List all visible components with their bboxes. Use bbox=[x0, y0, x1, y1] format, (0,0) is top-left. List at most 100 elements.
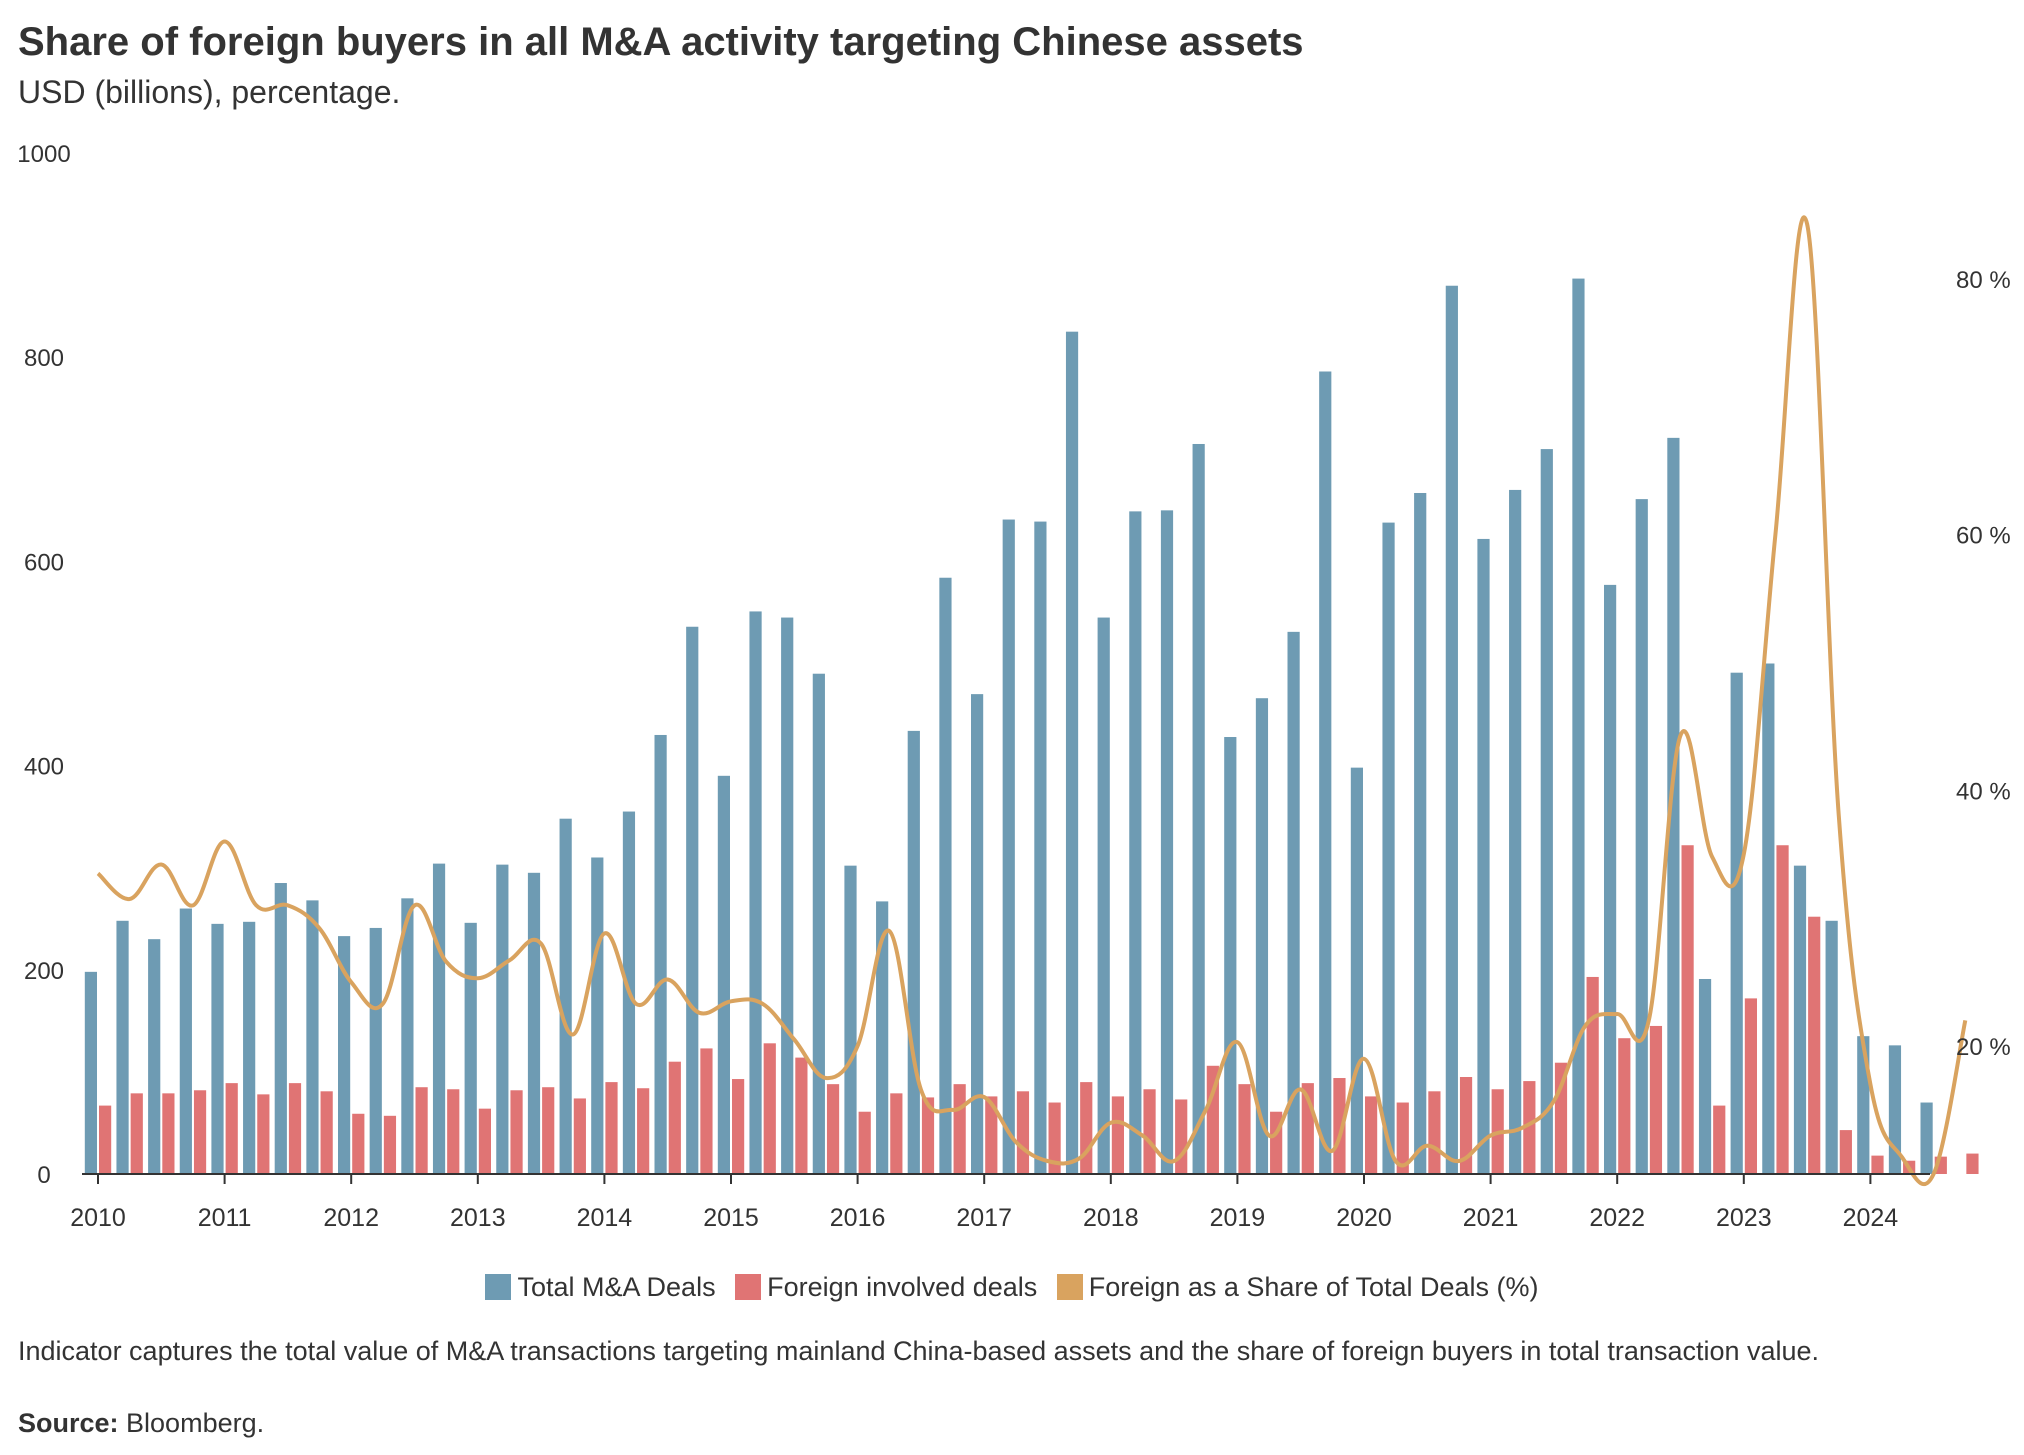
foreign-bar-41 bbox=[1396, 1102, 1409, 1174]
foreign-bar-11 bbox=[447, 1089, 460, 1174]
legend-label-foreign: Foreign involved deals bbox=[767, 1272, 1038, 1302]
x-tick-label: 2012 bbox=[323, 1204, 379, 1232]
foreign-bar-47 bbox=[1586, 976, 1599, 1174]
foreign-bar-16 bbox=[605, 1082, 618, 1174]
total-bar-21 bbox=[749, 611, 762, 1174]
total-bar-48 bbox=[1604, 584, 1617, 1174]
foreign-bar-18 bbox=[668, 1061, 681, 1174]
legend-item-total[interactable]: Total M&A Deals bbox=[485, 1272, 716, 1303]
total-bar-32 bbox=[1097, 617, 1110, 1174]
foreign-bar-29 bbox=[1016, 1091, 1030, 1174]
foreign-bar-15 bbox=[573, 1098, 586, 1174]
total-bar-14 bbox=[527, 872, 541, 1174]
foreign-bar-19 bbox=[700, 1048, 713, 1174]
total-bar-36 bbox=[1224, 737, 1237, 1174]
footnote: Indicator captures the total value of M&… bbox=[18, 1336, 1820, 1366]
y-left-tick-label: 400 bbox=[24, 754, 64, 781]
y-left-tick-label: 600 bbox=[24, 549, 64, 576]
total-bar-33 bbox=[1129, 511, 1142, 1175]
x-tick-label: 2011 bbox=[198, 1204, 252, 1232]
foreign-bar-32 bbox=[1111, 1096, 1124, 1174]
x-tick-label: 2014 bbox=[577, 1204, 633, 1232]
foreign-bar-20 bbox=[732, 1079, 745, 1174]
y-left-tick-label: 800 bbox=[24, 345, 64, 372]
y-right-tick-label: 60 % bbox=[1956, 523, 2011, 550]
x-tick-label: 2024 bbox=[1843, 1204, 1899, 1232]
total-bar-54 bbox=[1793, 865, 1807, 1174]
source-text: Bloomberg. bbox=[118, 1408, 265, 1438]
total-bar-2 bbox=[148, 939, 161, 1174]
total-bar-35 bbox=[1192, 443, 1205, 1174]
total-bar-34 bbox=[1160, 510, 1174, 1175]
total-bar-24 bbox=[844, 865, 857, 1174]
x-tick-label: 2010 bbox=[70, 1204, 126, 1232]
foreign-bar-48 bbox=[1618, 1038, 1631, 1174]
legend-item-foreign[interactable]: Foreign involved deals bbox=[735, 1272, 1037, 1303]
chart-area: 2010 2011 2012 2013 2014 2015 2016 2017 2018 2019… bbox=[17, 141, 2011, 1232]
foreign-bar-22 bbox=[795, 1057, 808, 1174]
y-right-tick-label: 40 % bbox=[1956, 778, 2011, 805]
legend-label-share: Foreign as a Share of Total Deals (%) bbox=[1088, 1272, 1539, 1302]
total-bar-56 bbox=[1857, 1036, 1870, 1174]
foreign-bar-23 bbox=[826, 1084, 840, 1174]
foreign-bar-5 bbox=[257, 1094, 270, 1174]
y-left-tick-label: 1000 bbox=[17, 141, 70, 168]
total-bar-0 bbox=[84, 971, 97, 1174]
foreign-bar-31 bbox=[1080, 1082, 1093, 1174]
total-bar-22 bbox=[781, 617, 794, 1174]
total-bar-46 bbox=[1540, 449, 1553, 1175]
total-bar-18 bbox=[654, 734, 667, 1174]
total-bar-53 bbox=[1762, 663, 1775, 1174]
foreign-bar-9 bbox=[383, 1115, 397, 1174]
total-bar-42 bbox=[1414, 492, 1427, 1174]
legend: Total M&A Deals Foreign involved deals F… bbox=[0, 1272, 2024, 1303]
foreign-bar-14 bbox=[542, 1087, 555, 1174]
foreign-bar-49 bbox=[1649, 1025, 1663, 1174]
total-bar-19 bbox=[686, 626, 699, 1174]
x-tick-label: 2016 bbox=[830, 1204, 886, 1232]
foreign-bar-7 bbox=[320, 1091, 333, 1174]
y-right-tick-label: 20 % bbox=[1956, 1034, 2011, 1061]
x-axis: 2010 2011 2012 2013 2014 2015 2016 2017 2018 2019… bbox=[70, 1174, 1898, 1232]
foreign-bar-27 bbox=[953, 1084, 966, 1174]
total-bar-6 bbox=[274, 883, 287, 1174]
foreign-bar-59 bbox=[1966, 1153, 1979, 1174]
foreign-bar-34 bbox=[1175, 1099, 1188, 1174]
foreign-bar-42 bbox=[1428, 1091, 1441, 1174]
foreign-bar-10 bbox=[415, 1087, 428, 1174]
foreign-bar-43 bbox=[1459, 1077, 1473, 1174]
total-bar-8 bbox=[338, 936, 351, 1174]
y-left-tick-label: 0 bbox=[37, 1162, 50, 1189]
total-bar-31 bbox=[1065, 331, 1079, 1174]
foreign-bar-45 bbox=[1523, 1081, 1536, 1174]
total-bar-26 bbox=[907, 730, 920, 1174]
total-deals-bars bbox=[84, 278, 1933, 1175]
legend-swatch-foreign bbox=[735, 1274, 762, 1300]
foreign-bar-51 bbox=[1713, 1105, 1726, 1174]
foreign-bar-39 bbox=[1333, 1078, 1346, 1174]
foreign-bar-2 bbox=[162, 1093, 175, 1174]
total-bar-30 bbox=[1034, 521, 1047, 1174]
share-line bbox=[96, 215, 1968, 1187]
total-bar-41 bbox=[1382, 522, 1395, 1174]
foreign-bar-3 bbox=[193, 1090, 207, 1174]
x-tick-label: 2021 bbox=[1463, 1204, 1519, 1232]
foreign-bar-21 bbox=[763, 1043, 776, 1174]
x-tick-label: 2022 bbox=[1589, 1204, 1645, 1232]
total-bar-57 bbox=[1888, 1045, 1902, 1174]
source-line: Source: Bloomberg. bbox=[18, 1408, 264, 1439]
y-axis-right: 20 % 40 % 60 % 80 % bbox=[1956, 267, 2011, 1061]
foreign-bar-33 bbox=[1143, 1089, 1156, 1174]
total-bar-5 bbox=[243, 921, 256, 1174]
x-tick-label: 2017 bbox=[956, 1204, 1012, 1232]
x-tick-label: 2018 bbox=[1083, 1204, 1139, 1232]
legend-item-share[interactable]: Foreign as a Share of Total Deals (%) bbox=[1056, 1272, 1539, 1303]
foreign-bar-56 bbox=[1871, 1155, 1884, 1174]
foreign-bar-13 bbox=[510, 1090, 523, 1174]
total-bar-23 bbox=[812, 673, 825, 1174]
total-bar-27 bbox=[939, 577, 952, 1174]
foreign-bar-0 bbox=[99, 1105, 112, 1174]
total-bar-11 bbox=[432, 863, 446, 1174]
total-bar-9 bbox=[369, 927, 382, 1174]
total-bar-49 bbox=[1635, 499, 1648, 1174]
